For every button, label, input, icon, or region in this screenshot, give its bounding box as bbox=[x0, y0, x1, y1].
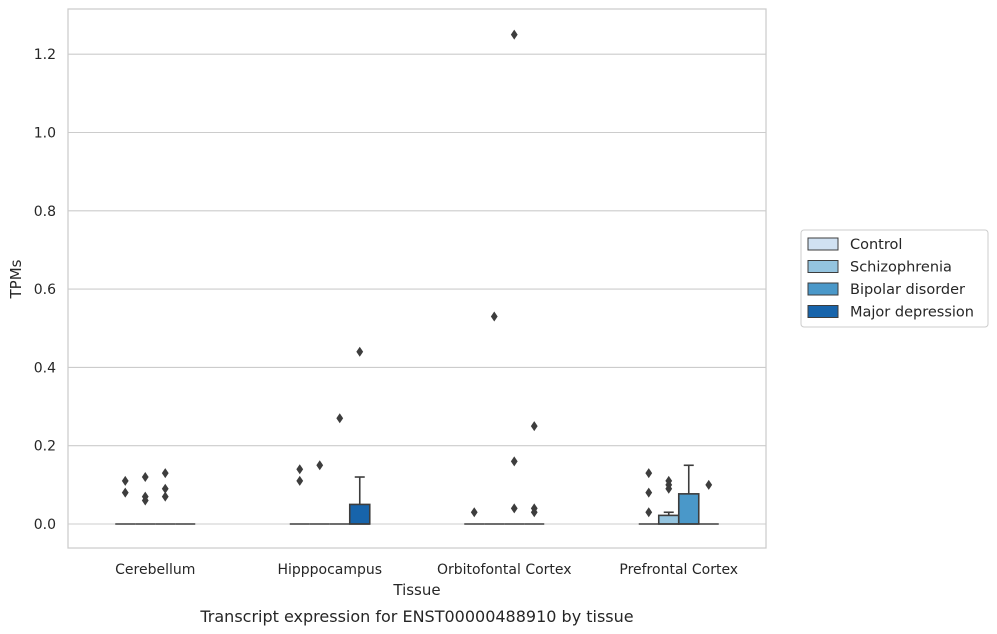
outlier-point bbox=[161, 491, 169, 502]
y-tick-label: 1.0 bbox=[34, 126, 56, 142]
y-tick-label: 0.4 bbox=[34, 360, 56, 376]
outlier-point bbox=[296, 464, 304, 475]
chart-caption: Transcript expression for ENST0000048891… bbox=[199, 607, 633, 626]
outlier-point bbox=[645, 507, 653, 518]
y-tick-label: 0.8 bbox=[34, 204, 56, 220]
legend-swatch bbox=[807, 260, 839, 273]
outlier-point bbox=[121, 487, 129, 498]
y-tick-label: 0.6 bbox=[34, 282, 56, 298]
legend-swatch bbox=[807, 305, 839, 318]
outlier-point bbox=[530, 503, 538, 514]
outlier-point bbox=[665, 475, 673, 486]
box-3-1 bbox=[348, 476, 371, 525]
outlier-point bbox=[356, 346, 364, 357]
boxes bbox=[115, 464, 719, 525]
outlier-point bbox=[470, 507, 478, 518]
outlier-point bbox=[121, 475, 129, 486]
box-1-3 bbox=[657, 511, 680, 525]
y-axis-ticks: 0.0 0.2 0.4 0.6 0.8 1.0 1.2 bbox=[34, 47, 56, 533]
box-body bbox=[348, 503, 371, 525]
legend-frame bbox=[800, 229, 989, 328]
outliers bbox=[121, 29, 713, 518]
legend-label: Schizophrenia bbox=[850, 260, 952, 276]
box-body bbox=[677, 493, 700, 525]
legend: Control Schizophrenia Bipolar disorder Majo… bbox=[800, 229, 989, 328]
box-2-3 bbox=[677, 464, 700, 525]
outlier-point bbox=[510, 503, 518, 514]
outlier-point bbox=[490, 311, 498, 322]
outlier-point bbox=[141, 472, 149, 483]
legend-item: Schizophrenia bbox=[807, 260, 952, 276]
legend-label: Bipolar disorder bbox=[850, 282, 965, 298]
legend-swatch bbox=[807, 237, 839, 251]
y-tick-label: 1.2 bbox=[34, 47, 56, 63]
legend-label: Major depression bbox=[850, 305, 974, 321]
box-body bbox=[657, 514, 680, 525]
x-tick-label: Hipppocampus bbox=[277, 562, 382, 578]
legend-item: Bipolar disorder bbox=[807, 282, 965, 298]
outlier-point bbox=[530, 421, 538, 432]
x-axis-ticks: Cerebellum Hipppocampus Orbitofontal Corte… bbox=[115, 562, 738, 578]
outlier-point bbox=[161, 483, 169, 494]
outlier-point bbox=[161, 468, 169, 479]
plot-area bbox=[67, 8, 767, 549]
legend-item: Control bbox=[807, 237, 902, 253]
legend-label: Control bbox=[850, 237, 902, 253]
x-tick-label: Orbitofontal Cortex bbox=[437, 562, 572, 578]
outlier-point bbox=[316, 460, 324, 471]
outlier-point bbox=[510, 456, 518, 467]
gridlines bbox=[68, 53, 766, 525]
outlier-point bbox=[336, 413, 344, 424]
legend-swatch bbox=[807, 282, 839, 296]
outlier-point bbox=[645, 468, 653, 479]
x-axis-title: Tissue bbox=[392, 581, 440, 599]
outlier-point bbox=[296, 475, 304, 486]
y-axis-title: TPMs bbox=[7, 259, 25, 299]
outlier-point bbox=[705, 479, 713, 490]
outlier-point bbox=[645, 487, 653, 498]
x-tick-label: Cerebellum bbox=[115, 562, 195, 578]
y-tick-label: 0.2 bbox=[34, 439, 56, 455]
y-tick-label: 0.0 bbox=[34, 517, 56, 533]
outlier-point bbox=[510, 29, 518, 40]
outlier-point bbox=[141, 491, 149, 502]
legend-item: Major depression bbox=[807, 305, 974, 321]
x-tick-label: Prefrontal Cortex bbox=[619, 562, 738, 578]
